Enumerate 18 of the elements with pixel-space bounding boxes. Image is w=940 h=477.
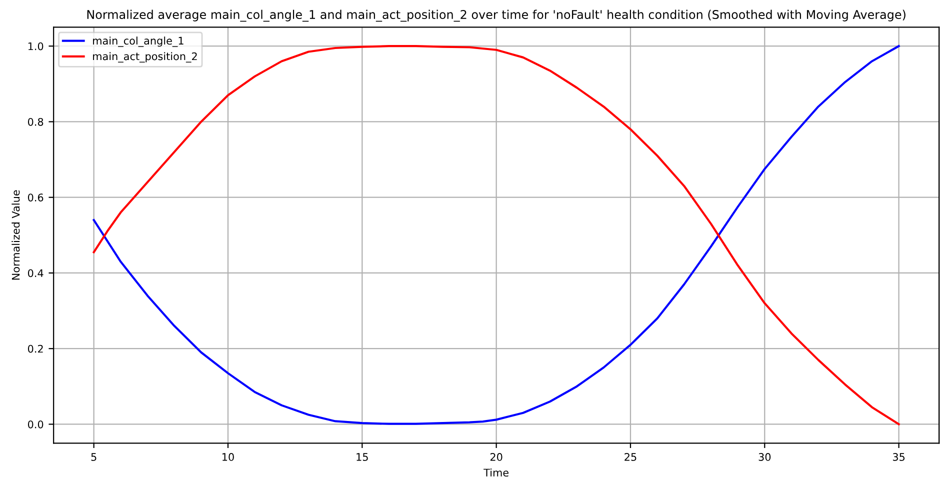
y-axis-title: Normalized Value xyxy=(12,190,20,280)
x-tick-label: 10 xyxy=(222,453,234,461)
y-tick-label: 0.2 xyxy=(28,344,43,353)
x-tick-label: 15 xyxy=(356,453,368,461)
y-tick-label: 0.6 xyxy=(28,194,44,202)
x-tick-label: 25 xyxy=(624,453,636,461)
x-tick-label: 30 xyxy=(758,453,771,461)
x-axis-title: Time xyxy=(484,468,509,477)
chart-title: Normalized average main_col_angle_1 and main_act_position_2 over time for 'noFault' health condition (Smoothed with Moving Average) xyxy=(87,10,906,22)
x-tick-label: 5 xyxy=(91,453,96,461)
x-tick-label: 35 xyxy=(892,453,905,461)
legend-label: main_col_angle_1 xyxy=(93,36,184,47)
y-tick-label: 0.4 xyxy=(28,269,44,278)
legend-label: main_act_position_2 xyxy=(93,52,197,63)
y-tick-label: 0.8 xyxy=(28,118,44,126)
y-tick-label: 0.0 xyxy=(28,420,44,428)
x-tick-label: 20 xyxy=(490,453,502,461)
y-tick-label: 1.0 xyxy=(28,42,44,50)
